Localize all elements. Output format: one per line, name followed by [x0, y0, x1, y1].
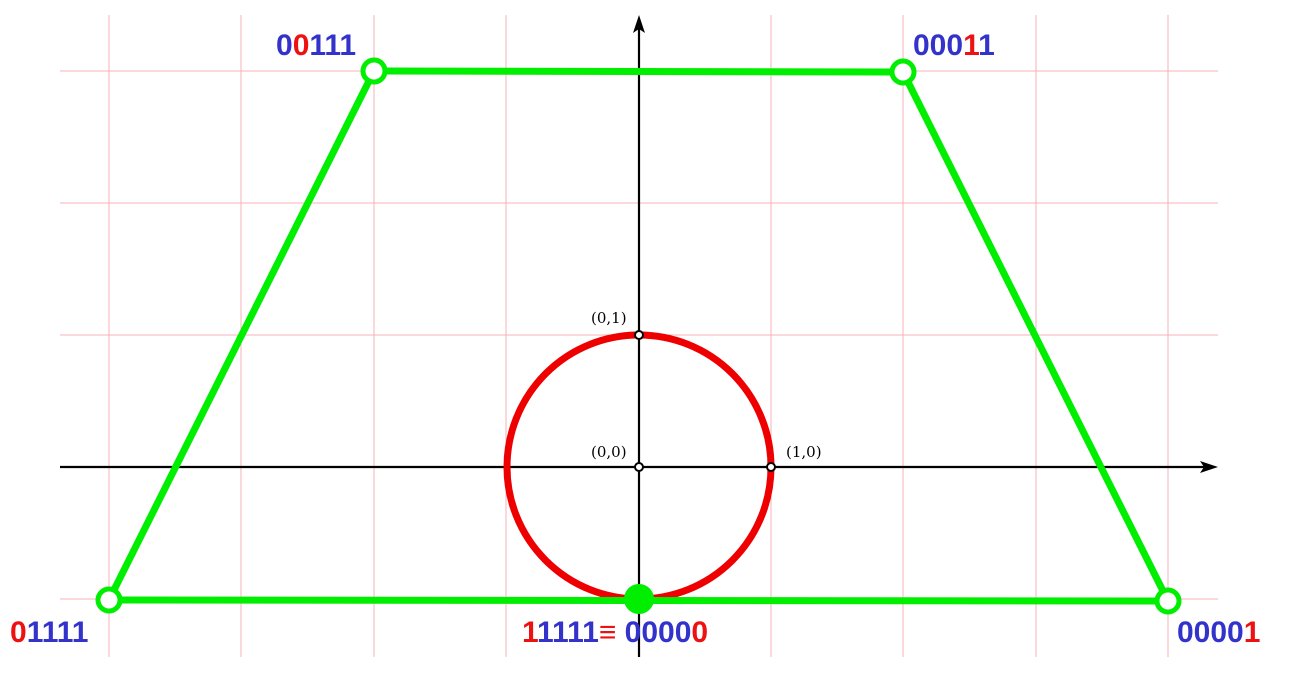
- code-labels: 00111 00011 01111 00001 11111≡ 00000: [10, 29, 1260, 649]
- reference-points: (0,0) (1,0) (0,1): [591, 309, 822, 472]
- code-digit-group: 0: [276, 29, 293, 62]
- code-digit-group: 0000: [616, 616, 691, 649]
- code-digit-group: 0000: [1177, 616, 1244, 649]
- code-digit-group: 1: [963, 29, 979, 62]
- code-digit-group: 0: [293, 29, 310, 62]
- vertex-bottom-left: [95, 586, 123, 614]
- code-label-bottom-left: 01111: [10, 616, 88, 649]
- x-axis-arrow-icon: [1200, 461, 1218, 473]
- code-digit-group: 1: [522, 616, 538, 649]
- code-digit-group: 0: [691, 616, 708, 649]
- vertex-bottom-right: [1154, 587, 1182, 615]
- code-digit-group: 000: [913, 29, 963, 62]
- code-label-bottom-right: 00001: [1177, 616, 1260, 649]
- unit-y-point: [634, 330, 644, 340]
- unit-x-point: [766, 462, 776, 472]
- vertex-bottom-center: [624, 584, 654, 614]
- code-digit-group: 0: [10, 616, 27, 649]
- code-label-top-left: 00111: [276, 29, 356, 62]
- vertex-top-left: [360, 57, 388, 85]
- code-digit-group: 1: [978, 29, 995, 62]
- origin-label: (0,0): [591, 443, 627, 461]
- unit-y-label: (0,1): [591, 309, 627, 327]
- axes: [60, 15, 1218, 657]
- code-digit-group: 1111: [538, 616, 599, 649]
- unit-x-label: (1,0): [786, 443, 822, 461]
- y-axis-arrow-icon: [633, 15, 645, 33]
- vertex-top-right: [889, 58, 917, 86]
- code-label-top-right: 00011: [913, 29, 995, 62]
- code-digit-group: 1: [1244, 616, 1261, 649]
- vertices: [95, 57, 1182, 615]
- code-label-bottom-center: 11111≡ 00000: [522, 616, 708, 649]
- code-digit-group: ≡: [599, 616, 617, 649]
- origin-point: [634, 462, 644, 472]
- code-digit-group: 1111: [27, 616, 89, 649]
- code-digit-group: 111: [309, 29, 356, 62]
